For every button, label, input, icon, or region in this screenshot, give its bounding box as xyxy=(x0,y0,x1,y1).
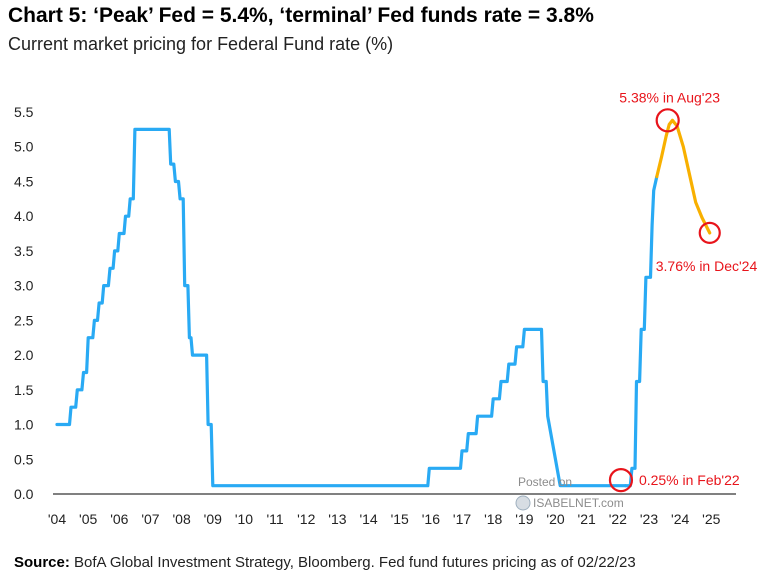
source-note: Source: BofA Global Investment Strategy,… xyxy=(14,554,636,571)
x-tick-label: '22 xyxy=(609,511,627,527)
y-tick-label: 4.0 xyxy=(14,208,34,224)
annotation-layer: 5.38% in Aug'23 3.76% in Dec'24 0.25% in F… xyxy=(608,89,758,493)
source-label: Source: xyxy=(14,554,70,571)
x-tick-label: '10 xyxy=(235,511,253,527)
x-tick-label: '17 xyxy=(453,511,471,527)
x-tick-label: '24 xyxy=(671,511,689,527)
y-tick-label: 2.0 xyxy=(14,347,34,363)
low-annotation: 0.25% in Feb'22 xyxy=(639,472,740,488)
watermark-line2: ISABELNET.com xyxy=(533,496,624,510)
series-line xyxy=(655,118,712,235)
y-tick-label: 1.0 xyxy=(14,417,34,433)
x-tick-label: '09 xyxy=(204,511,222,527)
y-tick-label: 5.5 xyxy=(14,104,34,120)
x-tick-label: '14 xyxy=(359,511,377,527)
terminal-marker-circle xyxy=(698,221,721,244)
y-tick-label: 2.5 xyxy=(14,312,34,328)
peak-annotation: 5.38% in Aug'23 xyxy=(619,89,720,105)
y-tick-label: 3.0 xyxy=(14,278,34,294)
x-tick-label: '15 xyxy=(391,511,409,527)
y-tick-label: 3.5 xyxy=(14,243,34,259)
y-tick-label: 4.5 xyxy=(14,173,34,189)
x-tick-label: '12 xyxy=(297,511,315,527)
y-tick-label: 0.5 xyxy=(14,451,34,467)
x-tick-label: '20 xyxy=(546,511,564,527)
x-tick-label: '16 xyxy=(422,511,440,527)
y-tick-label: 5.0 xyxy=(14,139,34,155)
x-tick-label: '19 xyxy=(515,511,533,527)
chart-title: Chart 5: ‘Peak’ Fed = 5.4%, ‘terminal’ F… xyxy=(8,4,594,27)
y-tick-label: 0.0 xyxy=(14,486,34,502)
series-line xyxy=(55,127,628,488)
watermark: Posted on ISABELNET.com xyxy=(515,475,624,511)
x-tick-label: '08 xyxy=(173,511,191,527)
terminal-annotation: 3.76% in Dec'24 xyxy=(656,258,758,274)
y-tick-label: 1.5 xyxy=(14,382,34,398)
x-tick-label: '07 xyxy=(141,511,159,527)
peak-marker-circle xyxy=(655,108,680,133)
x-tick-label: '11 xyxy=(266,511,283,527)
x-tick-label: '23 xyxy=(640,511,658,527)
x-axis: '04 '05 '06 '07 '08 '09 '10 '11 '12 '13 '14 '15 '16 '… xyxy=(48,493,736,527)
x-tick-label: '18 xyxy=(484,511,502,527)
chart-subtitle: Current market pricing for Federal Fund … xyxy=(8,34,394,54)
x-tick-label: '25 xyxy=(702,511,720,527)
series-line xyxy=(623,175,659,488)
source-text: BofA Global Investment Strategy, Bloombe… xyxy=(74,554,636,571)
x-tick-label: '13 xyxy=(328,511,346,527)
watermark-line1: Posted on xyxy=(518,475,572,489)
series-layer xyxy=(55,118,712,488)
low-marker-circle xyxy=(608,468,634,493)
isabelnet-logo-icon xyxy=(515,495,531,511)
x-tick-label: '05 xyxy=(79,511,97,527)
x-tick-label: '06 xyxy=(110,511,128,527)
x-tick-label: '04 xyxy=(48,511,66,527)
x-tick-label: '21 xyxy=(578,511,596,527)
y-axis: 0.0 0.5 1.0 1.5 2.0 2.5 3.0 3.5 4.0 4.5 5.0 5.5 xyxy=(14,104,34,502)
